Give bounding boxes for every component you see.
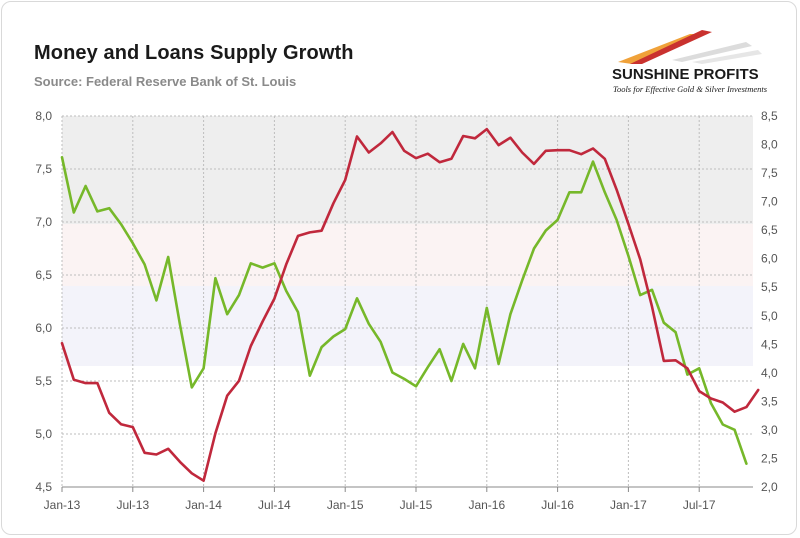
x-tick-label: Jan-15 [327,498,364,512]
x-tick-label: Jan-16 [468,498,505,512]
y-right-tick-label: 2,5 [761,451,778,465]
x-tick-label: Jan-13 [44,498,81,512]
y-right-tick-label: 8,5 [761,109,778,123]
logo-ray-grey [672,42,752,62]
plot-band-lavender [62,286,753,366]
y-right-tick-label: 8,0 [761,138,778,152]
y-left-tick-label: 5,0 [35,427,52,441]
y-right-tick-label: 4,0 [761,366,778,380]
y-left-tick-label: 6,5 [35,268,52,282]
x-tick-label: Jul-16 [541,498,574,512]
y-left-tick-label: 8,0 [35,109,52,123]
y-right-tick-label: 3,0 [761,423,778,437]
y-right-tick-label: 6,0 [761,252,778,266]
y-left-tick-label: 7,0 [35,215,52,229]
series-line-left-axis [60,156,748,466]
x-tick-label: Jan-17 [610,498,647,512]
plot-band-grey [62,116,753,224]
logo-name: SUNSHINE PROFITS [612,66,759,83]
x-tick-label: Jan-14 [185,498,222,512]
chart-title: Money and Loans Supply Growth [34,42,354,64]
chart-source: Source: Federal Reserve Bank of St. Loui… [34,74,297,89]
y-left-tick-label: 7,5 [35,162,52,176]
plot-band-white [62,366,753,487]
y-left-tick-label: 5,5 [35,374,52,388]
sunshine-profits-logo-icon [618,30,762,64]
y-right-tick-label: 7,0 [761,195,778,209]
x-tick-label: Jul-15 [400,498,433,512]
y-right-tick-label: 4,5 [761,337,778,351]
logo-tagline: Tools for Effective Gold & Silver Invest… [613,84,768,94]
y-right-tick-label: 2,0 [761,480,778,494]
y-right-tick-label: 5,5 [761,280,778,294]
y-left-tick-label: 4,5 [35,480,52,494]
y-right-tick-label: 6,5 [761,223,778,237]
x-tick-label: Jul-17 [683,498,716,512]
y-right-tick-label: 5,0 [761,309,778,323]
x-tick-label: Jul-13 [116,498,149,512]
x-tick-label: Jul-14 [258,498,291,512]
logo-ray-red [630,30,712,64]
y-right-tick-label: 3,5 [761,394,778,408]
plot-band-pink [62,224,753,286]
logo-ray-grey-2 [692,50,762,64]
series-line-right-axis [60,127,760,483]
y-left-tick-label: 6,0 [35,321,52,335]
y-right-tick-label: 7,5 [761,166,778,180]
